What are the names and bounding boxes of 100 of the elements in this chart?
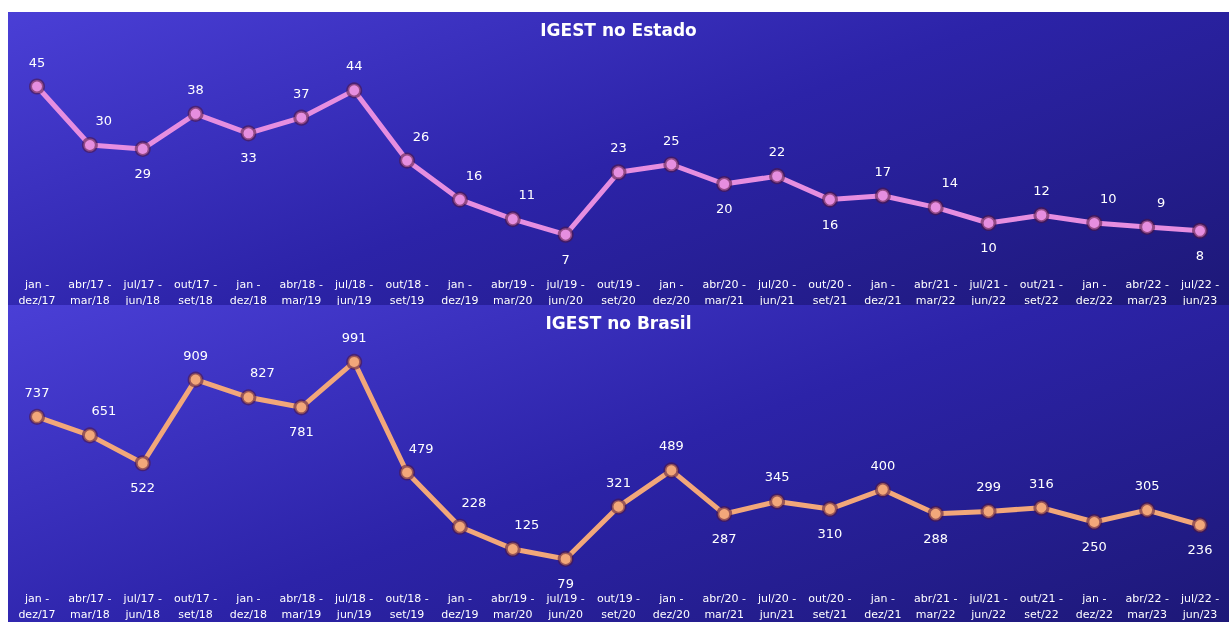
point <box>821 501 838 518</box>
data-label: 12 <box>1033 183 1050 199</box>
point <box>1139 502 1156 519</box>
x-tick-label: jul/18 - jun/19 <box>334 591 374 621</box>
data-label: 9 <box>1157 194 1166 210</box>
point <box>134 140 151 157</box>
x-tick-label: jan - dez/18 <box>229 277 268 307</box>
x-tick-label: jul/18 - jun/19 <box>334 277 374 307</box>
x-tick-label: out/18 - set/19 <box>385 277 429 307</box>
point <box>927 505 944 522</box>
data-label: 310 <box>817 526 843 542</box>
x-tick-label: jul/22 - jun/23 <box>1179 591 1220 621</box>
x-tick-label: out/17 - set/18 <box>174 591 218 621</box>
x-tick-label: abr/20 - mar/21 <box>702 591 746 621</box>
point <box>451 191 468 208</box>
data-label: 45 <box>28 54 46 70</box>
x-tick-label: abr/21 - mar/22 <box>913 591 958 621</box>
data-label: 17 <box>874 163 892 179</box>
point <box>187 371 204 388</box>
data-label: 20 <box>715 201 733 216</box>
data-label: 489 <box>658 438 684 454</box>
x-tick-label: abr/17 - mar/18 <box>68 591 112 621</box>
data-label: 125 <box>514 517 540 532</box>
point <box>610 498 627 515</box>
data-label: 321 <box>606 474 631 490</box>
data-label: 299 <box>976 479 1001 495</box>
x-tick-label: jul/17 - jun/18 <box>122 277 162 307</box>
data-label: 228 <box>461 494 487 510</box>
point <box>769 493 786 510</box>
data-label: 16 <box>821 216 839 232</box>
point <box>504 541 521 557</box>
point <box>821 191 838 208</box>
point <box>346 82 363 99</box>
data-label: 79 <box>557 575 574 591</box>
point <box>293 399 310 416</box>
data-label: 29 <box>134 165 151 181</box>
x-tick-label: jan - dez/18 <box>229 591 268 621</box>
x-tick-label: abr/20 - mar/21 <box>702 277 746 307</box>
data-label: 288 <box>923 530 949 546</box>
point <box>610 164 627 181</box>
x-tick-label: out/20 - set/21 <box>808 591 852 621</box>
x-tick-label: abr/17 - mar/18 <box>68 277 112 307</box>
data-label: 25 <box>663 132 680 148</box>
data-label: 37 <box>293 85 310 101</box>
point <box>927 199 944 216</box>
point <box>346 353 363 370</box>
point <box>187 105 204 122</box>
x-tick-label: out/18 - set/19 <box>385 591 429 621</box>
x-tick-label: abr/19 - mar/20 <box>491 591 535 621</box>
x-tick-label: jul/21 - jun/22 <box>968 277 1008 307</box>
data-label: 909 <box>183 347 208 363</box>
point <box>663 156 680 173</box>
point <box>663 462 680 479</box>
point <box>557 226 574 243</box>
x-tick-label: jul/19 - jun/20 <box>545 277 585 307</box>
point <box>399 152 416 169</box>
data-label: 737 <box>24 384 50 400</box>
data-label: 345 <box>764 469 790 485</box>
data-label: 14 <box>941 175 958 191</box>
point <box>504 211 521 228</box>
point <box>716 176 733 192</box>
x-tick-label: abr/21 - mar/22 <box>913 277 958 307</box>
x-tick-label: out/19 - set/20 <box>596 591 641 621</box>
x-tick-label: out/20 - set/21 <box>808 277 852 307</box>
x-tick-label: jul/20 - jun/21 <box>756 277 797 307</box>
x-tick-label: jul/21 - jun/22 <box>968 591 1008 621</box>
point <box>980 215 997 231</box>
data-label: 287 <box>711 531 737 547</box>
data-label: 479 <box>408 440 434 456</box>
data-label: 16 <box>465 167 483 183</box>
data-label: 250 <box>1081 539 1107 554</box>
data-label: 10 <box>980 240 997 255</box>
point <box>29 78 45 95</box>
data-label: 781 <box>288 424 314 440</box>
data-label: 22 <box>768 144 786 160</box>
x-tick-label: jan - dez/21 <box>864 277 902 307</box>
x-tick-label: jan - dez/21 <box>864 591 902 621</box>
chart-title: IGEST no Estado <box>540 19 697 40</box>
x-tick-label: jan - dez/19 <box>441 277 479 307</box>
x-tick-label: out/19 - set/20 <box>596 277 641 307</box>
point <box>240 125 257 142</box>
point <box>81 137 98 153</box>
point <box>874 187 891 204</box>
data-label: 30 <box>95 113 113 128</box>
data-label: 26 <box>412 128 430 144</box>
point <box>81 427 98 444</box>
point <box>874 481 891 498</box>
point <box>29 408 45 425</box>
x-tick-label: abr/22 - mar/23 <box>1125 591 1169 621</box>
data-label: 11 <box>518 187 536 203</box>
data-label: 23 <box>610 140 627 156</box>
data-label: 236 <box>1187 542 1213 558</box>
point <box>451 518 468 535</box>
point <box>1033 499 1050 516</box>
data-label: 991 <box>341 329 367 345</box>
point <box>1086 514 1103 530</box>
data-label: 651 <box>91 403 117 419</box>
data-label: 8 <box>1195 247 1205 263</box>
x-tick-label: jan - dez/17 <box>18 277 56 307</box>
point <box>134 455 151 472</box>
